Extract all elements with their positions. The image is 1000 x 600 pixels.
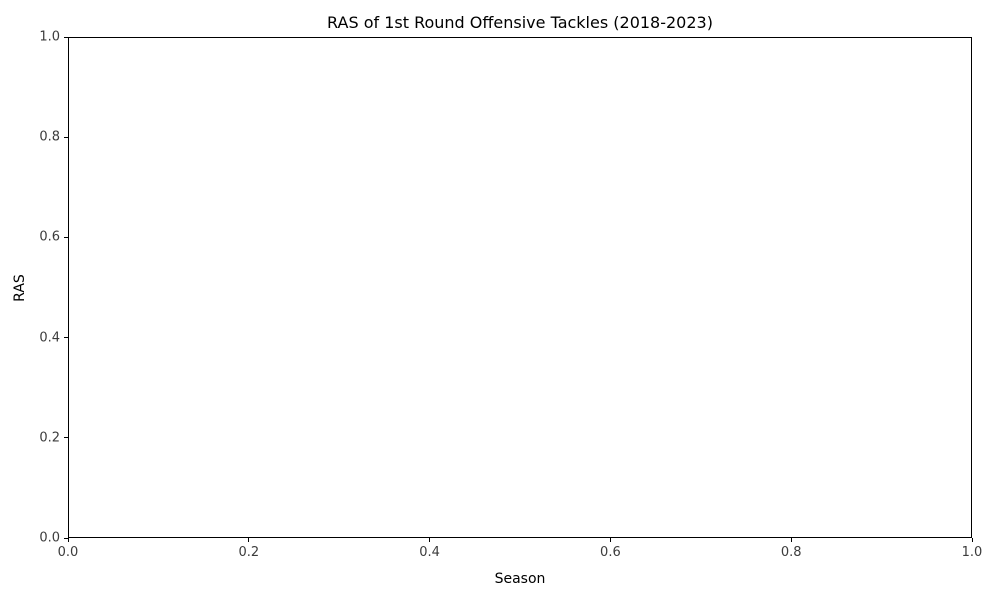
- x-tick-label: 0.2: [238, 545, 260, 560]
- x-tick-label: 0.8: [780, 545, 802, 560]
- x-tick-label: 1.0: [961, 545, 983, 560]
- x-tick-label: 0.4: [419, 545, 440, 560]
- y-tick-mark: [64, 136, 68, 138]
- y-tick-mark: [64, 437, 68, 439]
- x-axis-label: Season: [494, 571, 546, 587]
- x-tick-mark: [790, 538, 792, 542]
- y-tick-mark: [64, 337, 68, 339]
- x-tick-label: 0.6: [600, 545, 621, 560]
- y-tick-mark: [64, 236, 68, 238]
- y-tick-label: 0.6: [39, 229, 60, 245]
- y-tick-mark: [64, 36, 68, 38]
- y-axis-label: RAS: [12, 274, 28, 302]
- y-tick-label: 0.4: [39, 330, 60, 346]
- x-tick-mark: [67, 538, 69, 542]
- y-tick-label: 0.8: [39, 129, 60, 145]
- x-tick-mark: [971, 538, 973, 542]
- y-tick-label: 0.0: [39, 530, 60, 546]
- y-tick-label: 0.2: [39, 430, 60, 446]
- x-tick-mark: [609, 538, 611, 542]
- plot-area: [68, 37, 972, 538]
- x-tick-mark: [248, 538, 250, 542]
- x-tick-label: 0.0: [57, 545, 79, 560]
- x-tick-mark: [429, 538, 431, 542]
- chart-title: RAS of 1st Round Offensive Tackles (2018…: [327, 13, 713, 32]
- y-tick-mark: [64, 537, 68, 539]
- y-tick-label: 1.0: [39, 29, 60, 45]
